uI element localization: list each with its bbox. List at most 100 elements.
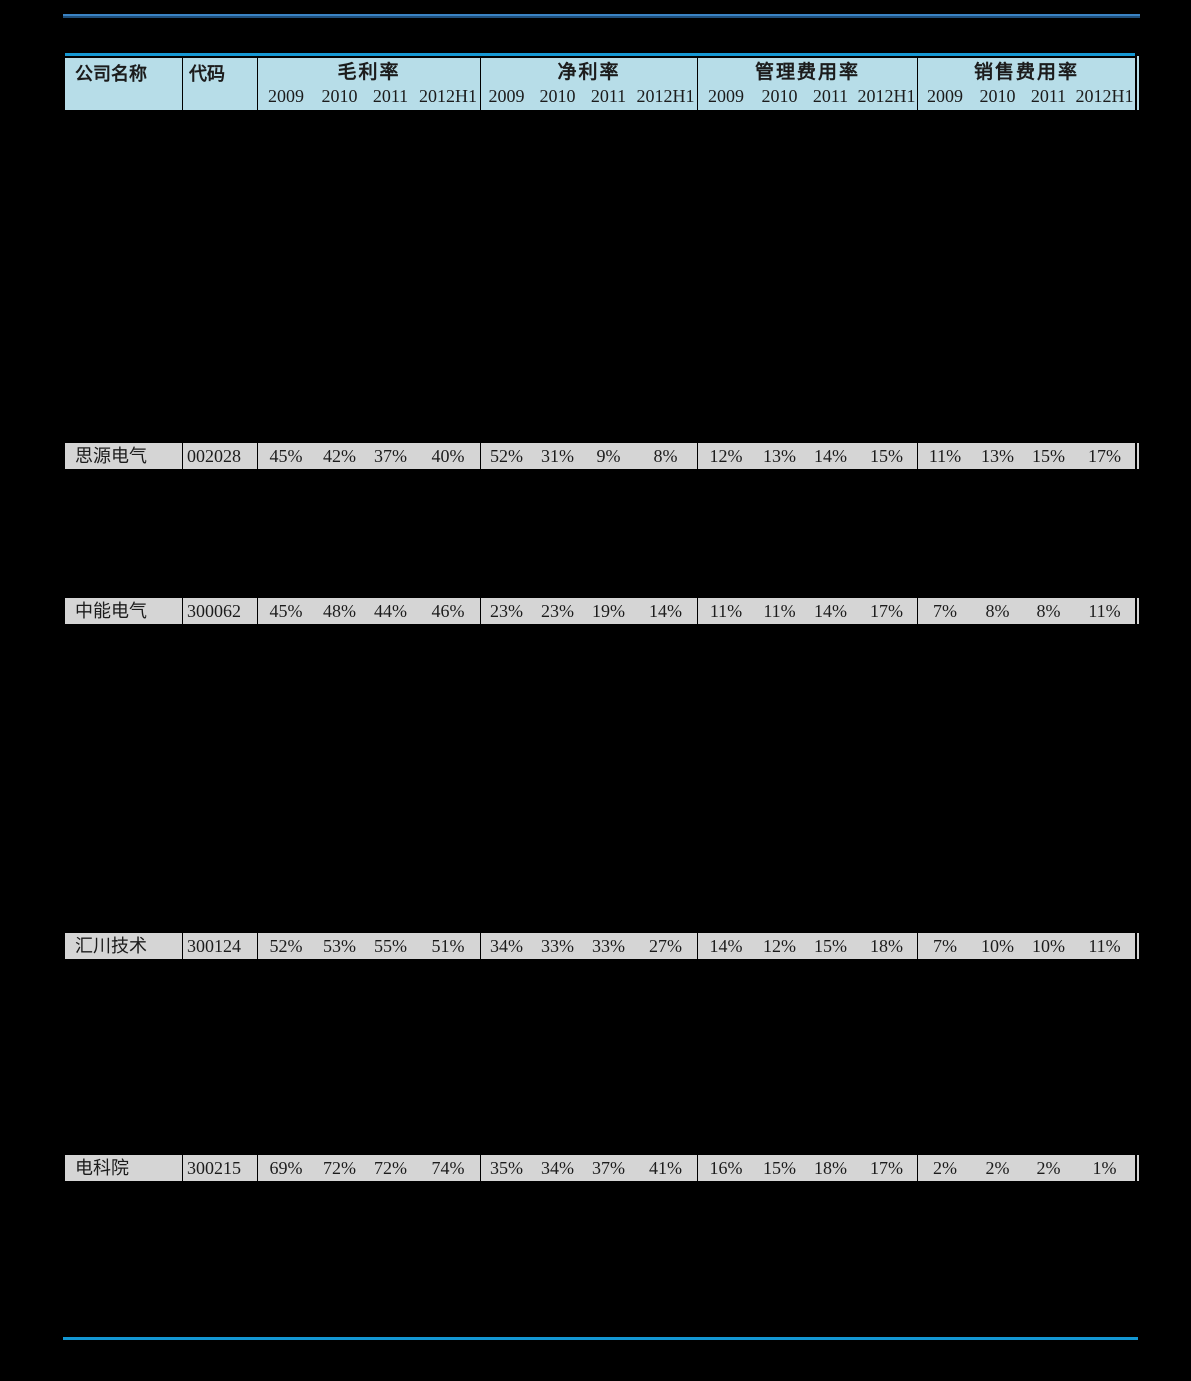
cell-value: 17% [870, 1158, 903, 1178]
cell-value: 18% [870, 936, 903, 956]
table-row: 电科院 300215 69% 72% 72% 74% 35% 34% 37% 4… [65, 1155, 1139, 1181]
cell-value: 33% [592, 936, 625, 956]
year-header: 2011 [372, 86, 409, 106]
cell-value: 48% [323, 601, 356, 621]
table-row: 汇川技术 300124 52% 53% 55% 51% 34% 33% 33% … [65, 933, 1139, 959]
cell-value: 23% [541, 601, 574, 621]
cell-value: 40% [431, 446, 465, 466]
year-header: 2010 [979, 86, 1016, 106]
table-header-inner: 公司名称 代码 毛利率 净利率 管理费用率 销售费用率 2009 2010 20… [65, 56, 1135, 110]
year-header: 2010 [539, 86, 576, 106]
cell-value: 34% [541, 1158, 574, 1178]
cell-value: 51% [431, 936, 465, 956]
cell-value: 13% [763, 446, 796, 466]
cell-value: 69% [257, 1155, 314, 1181]
company-code: 300215 [182, 1155, 257, 1181]
cell-value: 7% [917, 598, 972, 624]
year-header: 2009 [697, 83, 754, 110]
cell-value: 11% [1088, 936, 1121, 956]
cell-value: 52% [480, 443, 532, 469]
company-code: 300124 [182, 933, 257, 959]
cell-value: 72% [323, 1158, 356, 1178]
cell-value: 10% [981, 936, 1014, 956]
year-header: 2009 [480, 83, 532, 110]
cell-value: 46% [431, 601, 465, 621]
cell-value: 14% [649, 601, 682, 621]
cell-value: 52% [257, 933, 314, 959]
cell-value: 37% [592, 1158, 625, 1178]
cell-value: 35% [480, 1155, 532, 1181]
cell-value: 18% [814, 1158, 847, 1178]
company-name: 电科院 [75, 1158, 129, 1178]
cell-value: 31% [541, 446, 574, 466]
cell-value: 27% [649, 936, 682, 956]
cell-value: 1% [1092, 1158, 1117, 1178]
group-header-gross-margin: 毛利率 [257, 58, 480, 83]
cell-value: 42% [323, 446, 356, 466]
column-header-code: 代码 [182, 58, 257, 110]
cell-value: 9% [596, 446, 621, 466]
cell-value: 13% [981, 446, 1014, 466]
cell-value: 53% [323, 936, 356, 956]
table-row: 思源电气 002028 45% 42% 37% 40% 52% 31% 9% 8… [65, 443, 1139, 469]
group-header-admin-expense-ratio: 管理费用率 [697, 58, 917, 83]
group-header-sales-expense-ratio: 销售费用率 [917, 58, 1135, 83]
year-header: 2009 [257, 83, 314, 110]
year-header: 2011 [812, 86, 849, 106]
year-header: 2012H1 [419, 86, 477, 106]
cell-value: 11% [1088, 601, 1121, 621]
cell-value: 34% [480, 933, 532, 959]
company-code: 002028 [182, 443, 257, 469]
year-header: 2012H1 [857, 86, 916, 106]
cell-value: 12% [697, 443, 754, 469]
cell-value: 19% [592, 601, 625, 621]
year-header: 2011 [1030, 86, 1067, 106]
company-name: 汇川技术 [75, 936, 147, 956]
cell-value: 15% [1032, 446, 1065, 466]
cell-value: 45% [257, 598, 314, 624]
table-row: 中能电气 300062 45% 48% 44% 46% 23% 23% 19% … [65, 598, 1139, 624]
cell-value: 14% [697, 933, 754, 959]
cell-value: 17% [870, 601, 903, 621]
cell-value: 37% [374, 446, 407, 466]
year-header: 2009 [917, 83, 972, 110]
year-header: 2012H1 [1075, 86, 1134, 106]
year-header: 2011 [590, 86, 627, 106]
cell-value: 8% [1036, 601, 1061, 621]
cell-value: 8% [985, 601, 1010, 621]
year-header: 2010 [761, 86, 798, 106]
group-header-net-margin: 净利率 [480, 58, 697, 83]
bottom-horizontal-rule [63, 1337, 1138, 1340]
company-code: 300062 [182, 598, 257, 624]
cell-value: 74% [431, 1158, 465, 1178]
cell-value: 12% [763, 936, 796, 956]
cell-value: 2% [1036, 1158, 1061, 1178]
year-header: 2012H1 [636, 86, 695, 106]
column-header-company: 公司名称 [75, 64, 147, 84]
cell-value: 23% [480, 598, 532, 624]
top-horizontal-rule [63, 14, 1140, 18]
cell-value: 44% [374, 601, 407, 621]
cell-value: 11% [917, 443, 972, 469]
cell-value: 11% [763, 601, 796, 621]
company-name: 思源电气 [75, 446, 147, 466]
cell-value: 2% [985, 1158, 1010, 1178]
cell-value: 55% [374, 936, 407, 956]
year-header: 2010 [321, 86, 358, 106]
cell-value: 45% [257, 443, 314, 469]
cell-value: 33% [541, 936, 574, 956]
cell-value: 15% [814, 936, 847, 956]
cell-value: 72% [374, 1158, 407, 1178]
cell-value: 41% [649, 1158, 682, 1178]
cell-value: 15% [870, 446, 903, 466]
cell-value: 15% [763, 1158, 796, 1178]
cell-value: 11% [697, 598, 754, 624]
cell-value: 2% [917, 1155, 972, 1181]
cell-value: 7% [917, 933, 972, 959]
cell-value: 14% [814, 601, 847, 621]
company-name: 中能电气 [75, 601, 147, 621]
cell-value: 17% [1088, 446, 1121, 466]
cell-value: 10% [1032, 936, 1065, 956]
cell-value: 8% [653, 446, 678, 466]
